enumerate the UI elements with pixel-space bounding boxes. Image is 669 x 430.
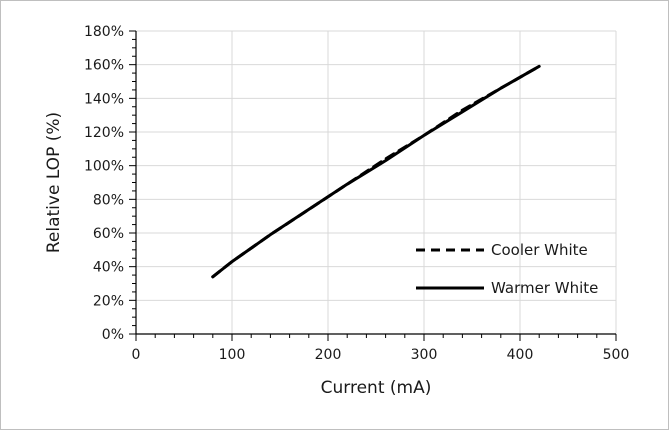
y-tick-label: 20% [93, 293, 124, 309]
gridlines [136, 30, 617, 334]
legend-label: Cooler White [491, 241, 588, 259]
y-tick-label: 100% [84, 159, 124, 175]
y-tick-label: 180% [84, 24, 124, 40]
x-tick-label: 300 [411, 347, 438, 363]
y-tick-label: 140% [84, 91, 124, 107]
x-axis-title: Current (mA) [321, 378, 432, 398]
series-lines [211, 64, 541, 279]
legend: Cooler White Warmer White [416, 241, 598, 297]
x-tick-label: 400 [507, 347, 534, 363]
x-tick-label: 100 [219, 347, 246, 363]
tick-labels: 0 100 200 300 400 500 0% 20% 40% 60% 80% 100% 120% 14… [84, 24, 629, 363]
y-tick-label: 160% [84, 58, 124, 74]
axes [129, 30, 617, 341]
y-axis-title: Relative LOP (%) [44, 112, 64, 253]
x-tick-label: 500 [603, 347, 630, 363]
x-tick-label: 0 [132, 347, 141, 363]
y-tick-label: 40% [93, 260, 124, 276]
y-tick-label: 60% [93, 226, 124, 242]
series-line-cooler-white [211, 64, 541, 279]
legend-label: Warmer White [491, 279, 598, 297]
x-tick-label: 200 [315, 347, 342, 363]
y-tick-label: 120% [84, 125, 124, 141]
y-tick-label: 80% [93, 192, 124, 208]
y-tick-label: 0% [102, 327, 124, 343]
